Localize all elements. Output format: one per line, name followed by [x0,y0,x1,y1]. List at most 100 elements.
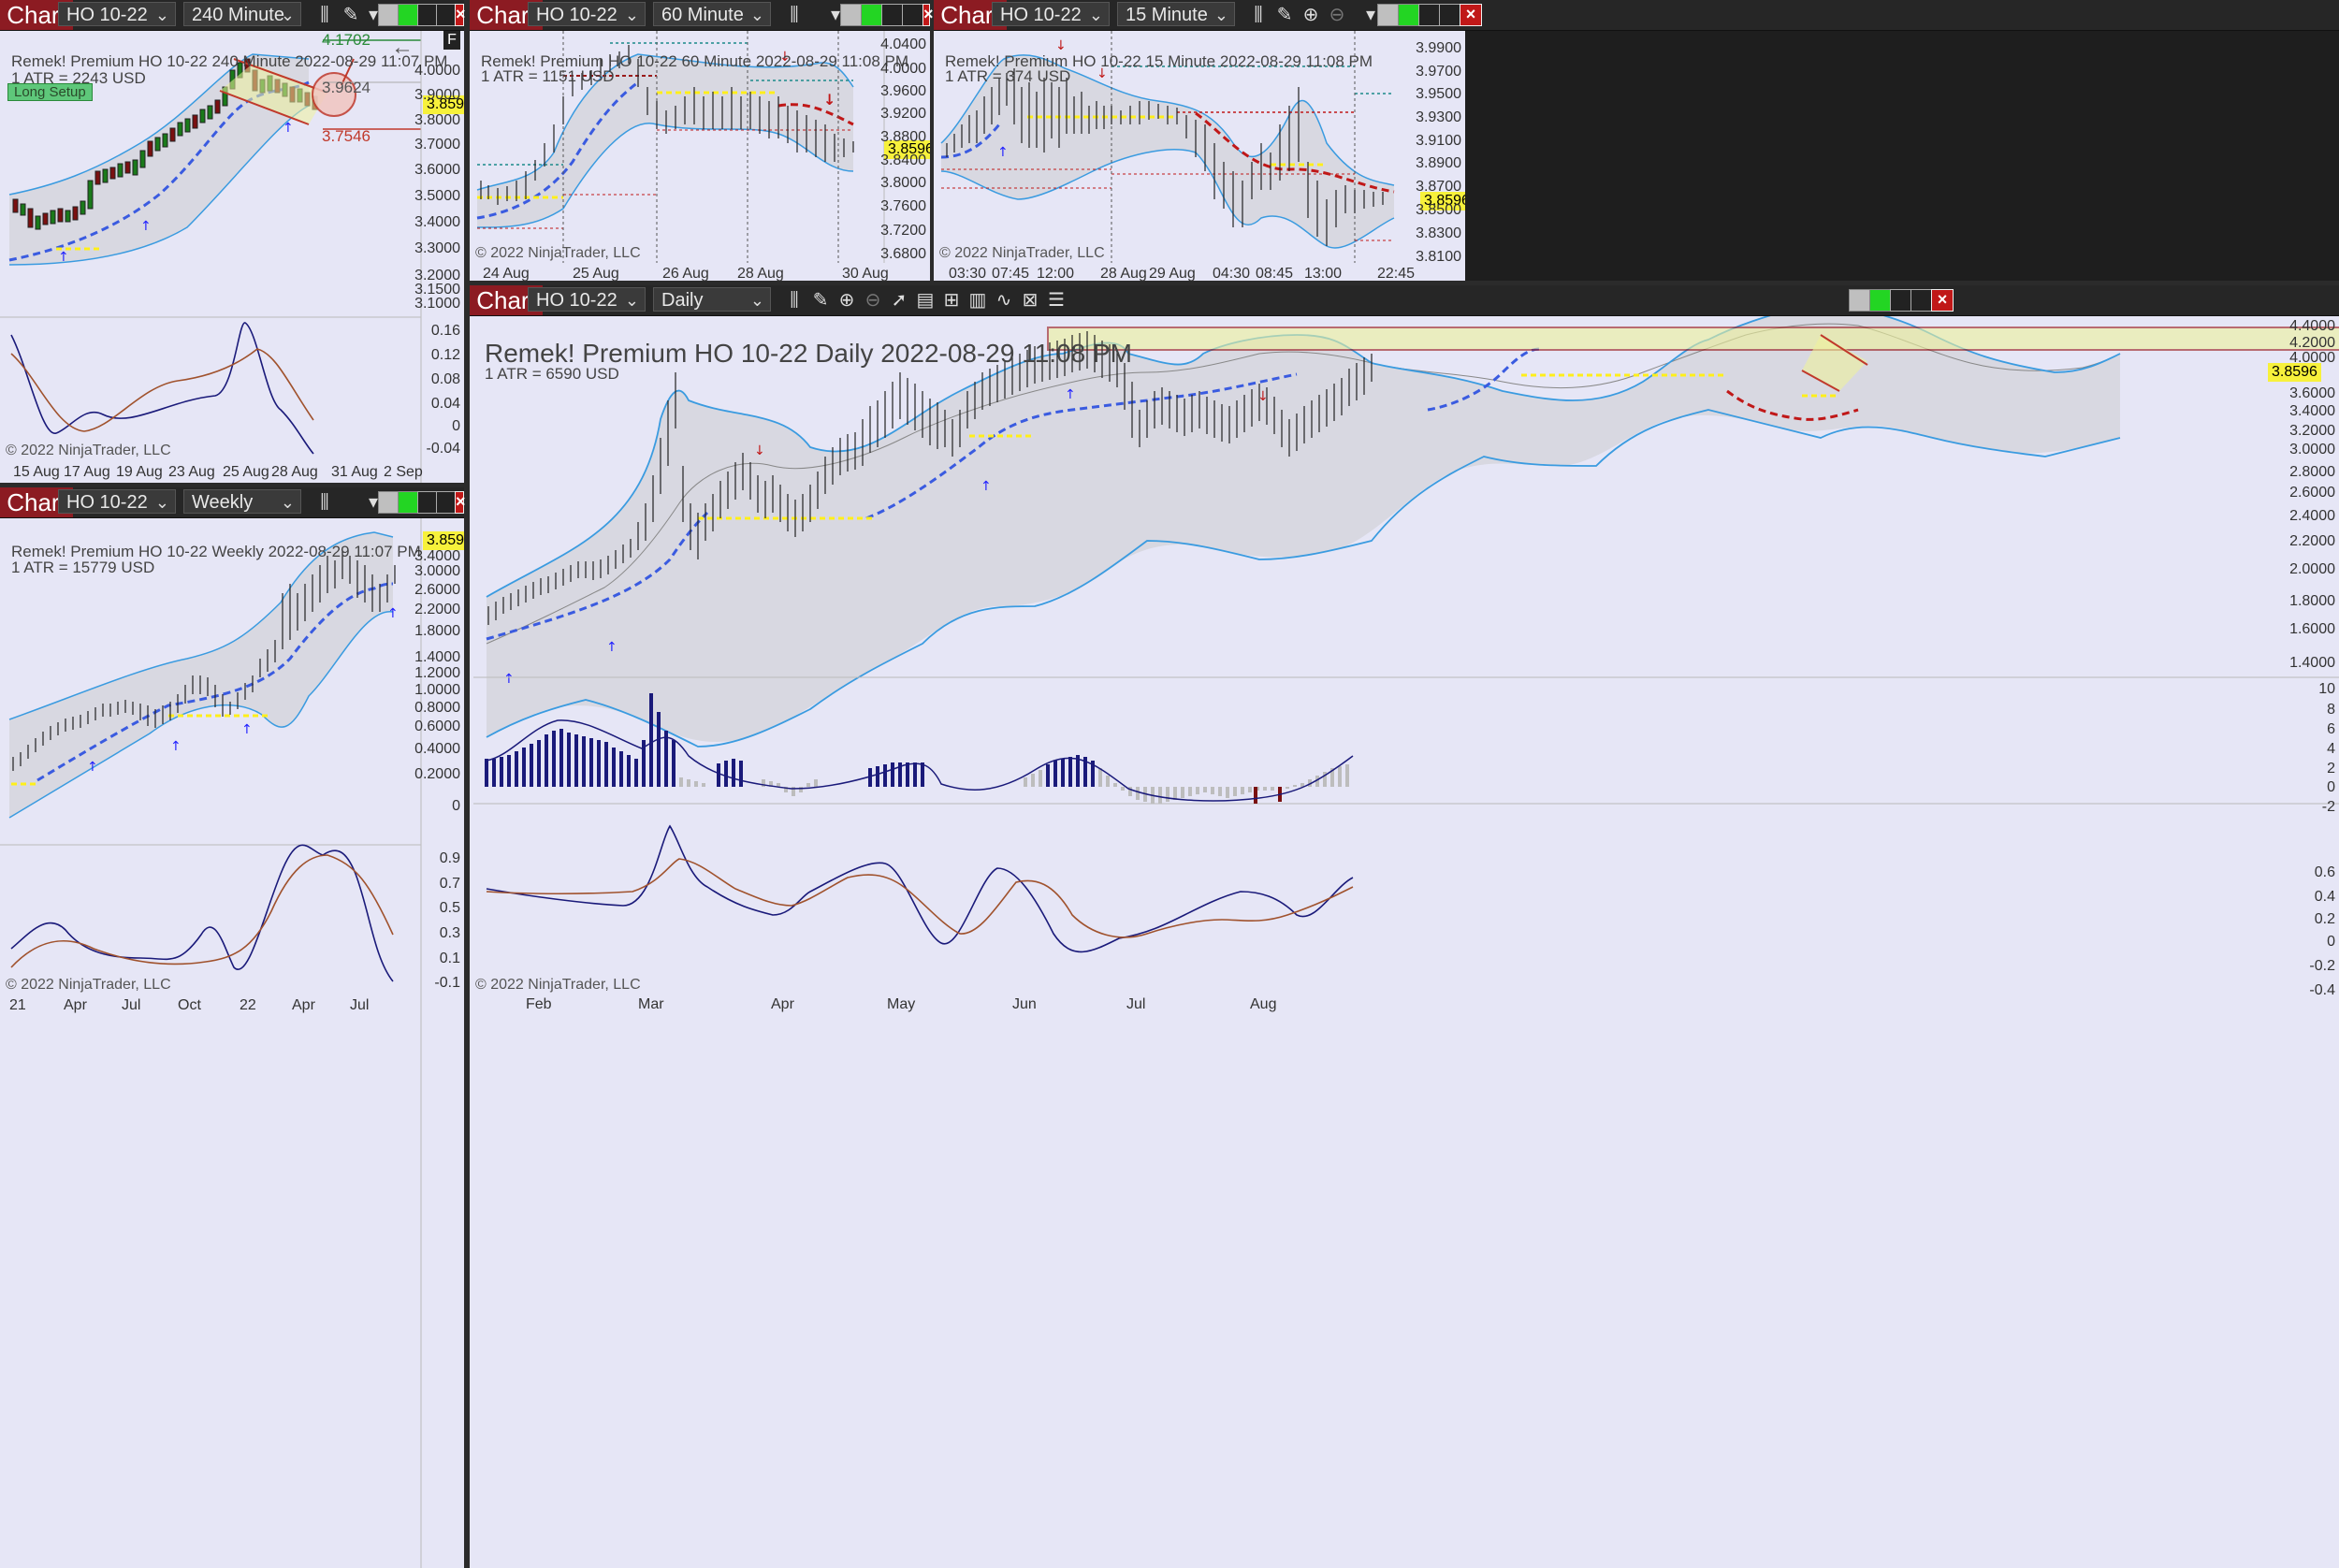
bar-type-icon[interactable]: ⫼ [790,5,799,25]
y-axis-label: 3.8700 [1416,179,1461,195]
zoom-out-icon[interactable]: ⊖ [864,290,881,311]
bar-type-icon[interactable]: ⫼ [790,290,799,311]
y-axis-label: 4.0000 [414,63,460,79]
x-axis-label: Feb [526,996,552,1012]
hist-axis-label: -2 [2321,799,2335,815]
chart-window-15-minute: Chart HO 10-22 ⌄ 15 Minute ⌄ ⫼ ✎ ⊕ ⊖ ▾ × [934,0,2339,281]
y-axis-label: 3.9500 [1416,86,1461,102]
pointer-icon[interactable]: ➚ [891,290,908,311]
strategies-icon[interactable]: ⊠ [1022,290,1039,311]
drawing-tool-icon[interactable]: ✎ [812,290,829,311]
minimize-button[interactable] [1418,4,1441,26]
back-arrow-icon[interactable]: ← [391,35,414,60]
y-axis-label: 0.2000 [414,766,460,782]
minimize-button[interactable] [1890,289,1912,312]
close-button[interactable]: × [1931,289,1954,312]
candlesticks [480,45,854,205]
window-tile-button[interactable] [1377,4,1400,26]
window-link-button[interactable] [861,4,883,26]
hist-axis-label: 8 [2327,702,2335,718]
x-axis-label: 07:45 [992,266,1030,281]
minimize-button[interactable] [881,4,904,26]
properties-icon[interactable]: ⊞ [943,290,960,311]
zoom-out-icon[interactable]: ⊖ [1329,5,1345,25]
window-link-button[interactable] [398,4,420,26]
window-tile-button[interactable] [378,491,400,514]
y-axis-label: 3.8400 [880,152,926,168]
y-axis-label: 2.6000 [2289,485,2335,501]
y-axis-label: 3.8000 [414,112,460,128]
x-axis-label: 23 Aug [168,464,215,480]
x-axis-label: May [887,996,916,1012]
osc-axis-label: 0.5 [439,900,460,916]
maximize-button[interactable] [902,4,924,26]
interval-selector[interactable]: Daily ⌄ [653,287,771,312]
chevron-down-icon: ⌄ [624,291,639,310]
price-chart-svg: ↑ ↑ ↑ ↑ [0,518,422,1568]
x-axis-label: 21 [9,997,26,1013]
osc-axis-label: 0 [2327,934,2335,950]
dropdown-arrow-icon[interactable]: ▾ [1365,5,1376,25]
close-button[interactable]: × [923,4,934,26]
window-link-button[interactable] [1398,4,1420,26]
hist-axis-label: 6 [2327,721,2335,737]
osc-axis-label: 0.08 [430,371,460,387]
svg-text:↓: ↓ [1257,389,1269,404]
chart-plot-area[interactable]: ↓ ↓ Remek! Premium HO 10-22 60 Minute 20… [470,31,930,281]
dropdown-arrow-icon[interactable]: ▾ [830,5,841,25]
dropdown-arrow-icon[interactable]: ▾ [368,5,379,25]
osc-axis-label: 0 [452,418,460,434]
close-button[interactable]: × [455,4,466,26]
instrument-selector[interactable]: HO 10-22 ⌄ [58,489,176,514]
drawing-tool-icon[interactable]: ✎ [342,5,359,25]
daily-plot-main[interactable]: ↑ ↑ ↑ ↑ ↓ ↓ [473,316,2339,1568]
chart-toolbar: Chart HO 10-22 ⌄ 15 Minute ⌄ ⫼ ✎ ⊕ ⊖ ▾ × [934,0,2339,31]
chevron-down-icon: ⌄ [749,6,764,24]
window-link-button[interactable] [1869,289,1892,312]
x-axis-label: 28 Aug [737,266,784,281]
chart-window-240-minute: Chart HO 10-22 ⌄ 240 Minute ⌄ ⫼ ✎ ▾ × [0,0,466,483]
zoom-in-icon[interactable]: ⊕ [1302,5,1319,25]
instrument-selector[interactable]: HO 10-22 ⌄ [58,2,176,26]
interval-selector[interactable]: 240 Minute ⌄ [183,2,301,26]
osc-axis-label: 0.3 [439,925,460,941]
x-axis-label: 08:45 [1256,266,1294,281]
osc-axis-label: 0.4 [2314,889,2335,905]
instrument-selector[interactable]: HO 10-22 ⌄ [528,2,646,26]
close-button[interactable]: × [1460,4,1482,26]
x-axis-label: 12:00 [1037,266,1075,281]
chart-plot-area[interactable]: ↑ ↑ ↑ Remek! Premium HO 10-22 240 Minute… [0,31,464,483]
window-tile-button[interactable] [840,4,863,26]
templates-icon[interactable]: ▥ [968,290,987,311]
y-axis-label: 3.2000 [414,268,460,283]
interval-selector[interactable]: 15 Minute ⌄ [1117,2,1235,26]
bar-type-icon[interactable]: ⫼ [1254,5,1263,25]
window-tile-button[interactable] [1849,289,1871,312]
interval-selector[interactable]: Weekly ⌄ [183,489,301,514]
instrument-selector[interactable]: HO 10-22 ⌄ [992,2,1110,26]
maximize-button[interactable] [1910,289,1933,312]
chart-plot-area[interactable]: ↑ ↑ ↑ ↑ Remek! Premium HO 10-22 Weekly 2… [0,518,464,1568]
svg-text:↑: ↑ [87,760,98,775]
maximize-button[interactable] [1439,4,1461,26]
bar-type-icon[interactable]: ⫼ [320,5,329,25]
close-button[interactable]: × [455,491,466,514]
y-axis-label: 3.8500 [1416,202,1461,218]
interval-selector[interactable]: 60 Minute ⌄ [653,2,771,26]
x-axis-label: 29 Aug [1149,266,1196,281]
bar-type-icon[interactable]: ⫼ [320,492,329,513]
y-axis-label: 0 [452,798,460,814]
zoom-in-icon[interactable]: ⊕ [838,290,855,311]
dropdown-arrow-icon[interactable]: ▾ [368,492,379,513]
instrument-selector[interactable]: HO 10-22 ⌄ [528,287,646,312]
list-icon[interactable]: ☰ [1048,290,1065,311]
chart-plot-area[interactable]: ↓ ↓ ↑ Remek! Premium HO 10-22 15 Minute … [934,31,1465,281]
y-axis-label: 2.4000 [2289,508,2335,524]
atr-label: 1 ATR = 374 USD [945,67,1071,85]
x-axis-label: 28 Aug [271,464,318,480]
data-box-icon[interactable]: ▤ [916,290,935,311]
indicators-icon[interactable]: ∿ [995,290,1012,311]
drawing-tool-icon[interactable]: ✎ [1276,5,1293,25]
y-axis-label: 3.6000 [2289,385,2335,401]
chart-title: Remek! Premium HO 10-22 60 Minute 2022-0… [481,52,909,70]
